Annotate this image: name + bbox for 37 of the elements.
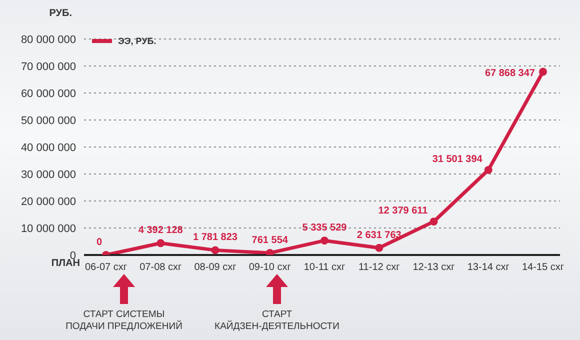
x-tick-label: 09-10 схг — [248, 262, 292, 274]
y-tick-label: 10 000 000 — [20, 222, 76, 235]
x-tick-label: 06-07 схг — [84, 262, 128, 274]
y-tick-label: 70 000 000 — [20, 60, 76, 73]
y-tick-label: 30 000 000 — [20, 168, 76, 181]
x-tick-label: 07-08 схг — [140, 262, 182, 274]
x-tick-label: 08-09 схг — [194, 262, 237, 274]
point — [266, 248, 274, 255]
y-tick-label: 60 000 000 — [20, 88, 76, 100]
x-tick-label: 13-14 схг — [467, 262, 510, 274]
text: СТАРТ СИСТЕМЫ ПОДАЧИ ПРЕДЛОЖЕНИЙ — [64, 309, 184, 333]
y-tick-label: 80 000 000 — [20, 34, 76, 46]
x-tick-label: 11-12 схг — [358, 262, 400, 274]
legend-label: ЭЭ, РУБ. — [118, 36, 156, 46]
point — [375, 244, 384, 252]
x-tick-label: 10-11 схг — [304, 262, 346, 274]
data-label: 67 868 347 — [484, 68, 536, 79]
y-tick-label: 50 000 000 — [20, 114, 76, 127]
data-label: 1 781 823 — [193, 232, 238, 244]
data-label: 31 501 394 — [432, 154, 483, 165]
point — [211, 246, 220, 254]
point — [430, 218, 438, 226]
point — [156, 239, 165, 248]
data-label: 761 554 — [252, 234, 288, 246]
point — [484, 166, 492, 174]
y-tick-label: 20 000 000 — [20, 196, 76, 208]
data-label: 4 392 128 — [138, 225, 184, 236]
point — [320, 236, 328, 245]
data-label: 0 — [96, 237, 102, 248]
data-label: 5 335 529 — [302, 222, 348, 234]
x-tick-label: 14-15 схг — [522, 262, 564, 274]
data-label: 12 379 611 — [378, 206, 428, 217]
x-tick-label: 12-13 схг — [412, 262, 456, 274]
text: СТАРТ КАЙДЗЕН-ДЕЯТЕЛЬНОСТИ — [214, 309, 340, 333]
point — [539, 68, 547, 76]
y-axis-title: РУБ. — [49, 8, 72, 19]
y-tick-label: 40 000 000 — [20, 142, 76, 154]
